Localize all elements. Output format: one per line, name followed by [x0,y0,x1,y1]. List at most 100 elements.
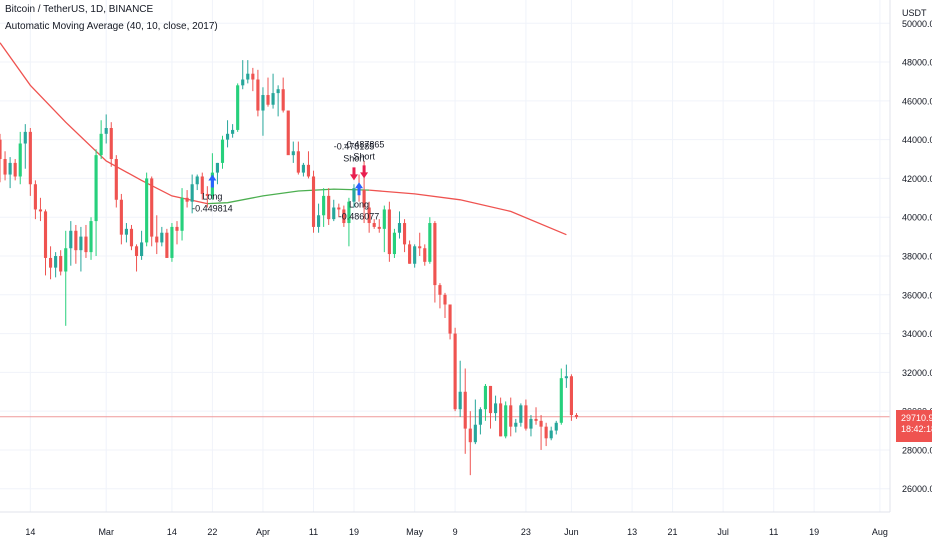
candle-body [483,385,488,410]
candle-body [509,405,513,427]
time-tick-label: 9 [453,527,458,537]
candle-body [13,162,17,177]
short-signal: Short -0.487865 [344,139,384,179]
candle [367,201,371,233]
price-tick-label: 36000.00 [902,290,932,300]
candle [352,184,356,208]
price-tick-label: 40000.00 [902,213,932,223]
candle [443,292,447,319]
candle-body [241,79,245,86]
candle-body [418,246,422,249]
candle-body [94,155,98,222]
last-price-tag: 29710.90 18:42:18 [896,410,932,442]
candle [266,77,270,107]
time-tick-label: 11 [309,527,318,537]
candle-body [134,246,139,256]
candle-body [387,209,391,255]
candle [205,186,209,208]
time-tick-label: Aug [872,527,888,537]
candle-body [504,405,508,437]
candle-body [89,221,93,253]
candle [306,151,311,179]
candle-body [8,162,12,175]
candle [564,364,568,388]
time-tick-label: 13 [627,527,637,537]
candle [372,219,376,229]
signal-value: -0.486077 [339,211,380,221]
candle [413,244,417,268]
candle-body [569,376,573,416]
candle [0,133,2,183]
long-signal: Long -0.486077 [339,182,380,221]
candle [276,85,280,117]
time-tick-label: Jun [564,527,579,537]
candle-body [448,304,452,334]
candle [94,149,98,256]
candle-body [392,232,396,255]
candle-body [473,424,477,443]
price-tick-label: 32000.00 [902,368,932,378]
candle-body [276,89,280,94]
time-tick-label: 21 [668,527,678,537]
candle-body [453,333,457,410]
candle [145,172,149,247]
candle [33,180,37,220]
candle-body [145,178,149,243]
candle [251,67,255,92]
candle [402,219,407,253]
candle-body [150,178,154,237]
candle-body [494,403,498,414]
candle [534,407,538,425]
candle-body [64,248,68,272]
candle [220,135,225,169]
candle-body [215,162,220,173]
candle-body [23,131,27,144]
candle-body [458,391,462,410]
candlestick-series [0,60,579,476]
signal-value: -0.449814 [192,204,233,214]
candle [140,230,144,260]
candle-body [564,376,568,379]
candle-body [124,228,128,235]
candle-body [109,128,113,160]
signal-value: -0.478185 [334,141,375,151]
candle [170,223,174,262]
candle-body [261,95,265,111]
candle-body [554,422,558,431]
candle [79,226,83,272]
candle [84,224,88,258]
moving-average-segment [369,189,567,236]
candle-body [190,184,194,202]
time-tick-label: 14 [25,527,35,537]
candle [215,162,220,185]
candle [514,418,518,433]
candle [524,399,528,431]
candle-body [306,164,311,177]
candle-body [160,232,164,243]
time-axis[interactable]: 14 Mar 14 22 Apr 11 19 May 9 23 Jun 13 21 Jul 11 19 Aug [0,511,890,537]
price-tick-label: 38000.00 [902,252,932,262]
candle-body [296,151,300,173]
candle [59,250,63,276]
candle [236,83,240,132]
bar-countdown: 18:42:18 [901,424,932,434]
price-tick-label: 46000.00 [902,96,932,106]
candle [89,217,93,260]
long-arrow-icon [355,182,364,196]
candle [225,120,230,148]
candle-body [549,430,553,439]
candle [408,240,412,264]
indicator-title[interactable]: Automatic Moving Average (40, 10, close,… [5,21,218,32]
candle-body [402,223,407,245]
candle-body [317,215,321,227]
candle-body [286,110,290,156]
candle-body [438,285,442,295]
candle-body [382,209,386,229]
currency-label[interactable]: USDT [902,8,927,18]
candle-body [84,236,88,253]
candle-body [499,403,503,437]
candle-body [266,95,270,105]
candle-body [43,211,48,258]
time-tick-label: 14 [167,527,177,537]
